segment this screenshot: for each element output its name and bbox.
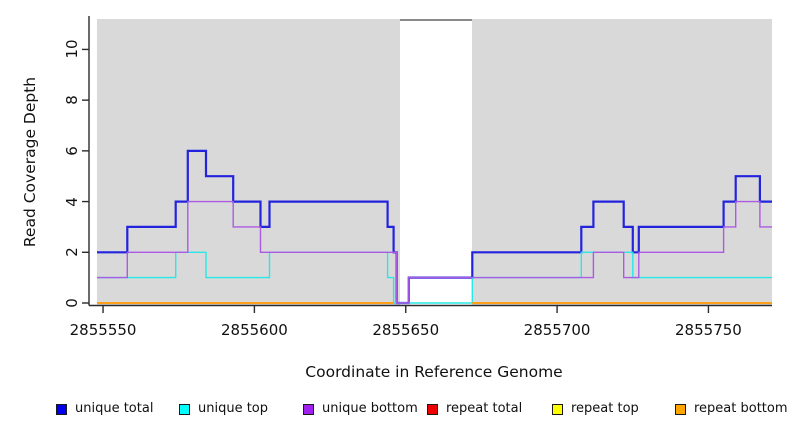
- x-tick-label: 2855700: [523, 321, 591, 339]
- repeat-top-swatch-icon: [552, 403, 563, 415]
- legend-item-unique-total: unique total: [56, 401, 153, 417]
- legend-label: unique bottom: [322, 401, 418, 416]
- unique-bottom-swatch-icon: [303, 403, 314, 415]
- legend-item-repeat-top: repeat top: [552, 401, 639, 417]
- series-line-unique-top: [97, 251, 772, 304]
- legend-item-unique-bottom: unique bottom: [303, 401, 418, 417]
- legend-label: unique top: [198, 401, 269, 416]
- unique-total-swatch-icon: [56, 403, 67, 415]
- x-tick-label: 2855550: [69, 321, 137, 339]
- x-tick-label: 2855750: [675, 321, 742, 339]
- legend-label: repeat total: [446, 401, 523, 416]
- legend-label: repeat top: [571, 401, 639, 416]
- legend: unique total unique top unique bottom re…: [0, 401, 792, 421]
- x-tick-label: 2855650: [372, 321, 440, 339]
- y-tick-label: 6: [63, 146, 81, 156]
- unique-top-swatch-icon: [179, 403, 190, 415]
- y-tick-label: 2: [63, 247, 81, 258]
- y-tick-label: 0: [63, 298, 81, 308]
- x-axis-title: Coordinate in Reference Genome: [305, 363, 563, 381]
- legend-label: repeat bottom: [694, 401, 788, 416]
- legend-item-repeat-bottom: repeat bottom: [675, 401, 788, 417]
- series-line-unique-bottom: [97, 200, 772, 304]
- repeat-bottom-swatch-icon: [675, 403, 686, 415]
- x-tick-label: 2855600: [220, 321, 288, 339]
- repeat-region-highlight: [399, 19, 473, 305]
- legend-item-repeat-total: repeat total: [427, 401, 522, 417]
- y-tick-label: 8: [63, 95, 81, 105]
- y-tick-label: 4: [63, 196, 81, 207]
- legend-item-unique-top: unique top: [179, 401, 268, 417]
- legend-label: unique total: [75, 401, 154, 416]
- series-line-unique-total: [97, 149, 772, 305]
- repeat-total-swatch-icon: [427, 403, 438, 415]
- y-axis-title: Read Coverage Depth: [21, 76, 39, 248]
- y-tick-label: 10: [63, 39, 81, 59]
